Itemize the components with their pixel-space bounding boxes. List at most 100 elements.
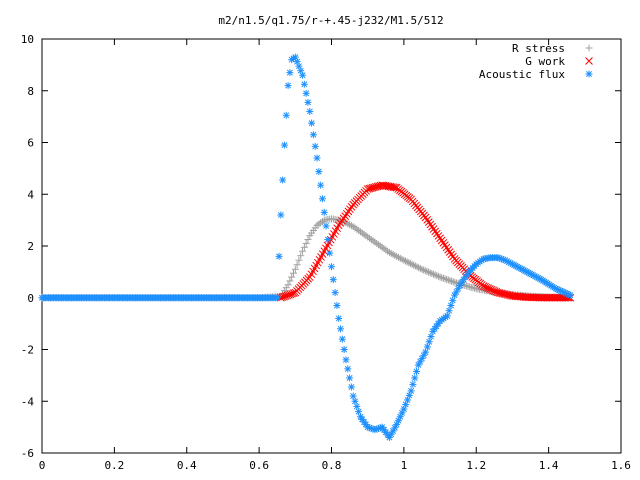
data-point	[347, 383, 355, 391]
data-point	[353, 225, 361, 233]
data-point	[365, 234, 373, 242]
data-point	[413, 263, 421, 271]
data-point	[300, 243, 308, 251]
data-point	[295, 256, 303, 264]
data-point	[380, 245, 388, 253]
data-point	[443, 275, 451, 283]
data-point	[331, 289, 339, 297]
data-point	[277, 211, 285, 219]
data-point	[394, 253, 402, 261]
x-tick-label: 1.2	[466, 459, 486, 472]
data-point	[425, 268, 433, 276]
y-tick-label: -6	[21, 447, 34, 460]
data-point	[400, 256, 408, 264]
series-layer	[38, 53, 575, 441]
data-point	[396, 254, 404, 262]
x-tick-label: 0.8	[322, 459, 342, 472]
data-point	[288, 273, 296, 281]
data-point	[421, 267, 429, 275]
data-point	[302, 239, 310, 247]
data-point	[449, 296, 457, 304]
x-tick-label: 0.4	[177, 459, 197, 472]
data-point	[335, 314, 343, 322]
data-point	[425, 338, 433, 346]
data-point	[434, 272, 442, 280]
y-tick-label: 2	[27, 240, 34, 253]
legend-label: Acoustic flux	[479, 68, 565, 81]
y-tick-label: 6	[27, 137, 34, 150]
data-point	[428, 270, 436, 278]
data-point	[353, 402, 361, 410]
data-point	[315, 220, 323, 228]
data-point	[315, 168, 323, 176]
data-point	[389, 183, 398, 192]
series-acoustic-flux	[38, 53, 574, 441]
data-point	[396, 413, 404, 421]
data-point	[313, 154, 321, 162]
data-point	[384, 247, 392, 255]
data-point	[445, 307, 453, 315]
data-point	[426, 269, 434, 277]
data-point	[447, 302, 455, 310]
data-point	[302, 89, 310, 97]
data-point	[291, 265, 299, 273]
data-point	[403, 258, 411, 266]
data-point	[311, 142, 319, 150]
data-point	[431, 271, 439, 279]
data-point	[427, 333, 435, 341]
data-point	[438, 274, 446, 282]
data-point	[299, 71, 307, 79]
data-point	[416, 264, 424, 272]
data-point	[306, 107, 314, 115]
data-point	[309, 131, 317, 139]
data-point	[410, 261, 418, 269]
data-point	[344, 365, 352, 373]
data-point	[333, 302, 341, 310]
data-point	[358, 415, 366, 423]
data-point	[414, 361, 422, 369]
data-point	[349, 223, 357, 231]
legend-marker	[585, 70, 593, 78]
data-point	[402, 257, 410, 265]
data-point	[375, 241, 383, 249]
data-point	[362, 232, 370, 240]
data-point	[439, 274, 447, 282]
x-tick-label: 1	[401, 459, 408, 472]
data-point	[318, 217, 326, 225]
data-point	[413, 367, 421, 375]
y-axis-ticks: -6 -4 -2 0 2 4 6 8 10	[21, 33, 621, 460]
data-point	[284, 281, 292, 289]
y-tick-label: -2	[21, 344, 34, 357]
data-point	[429, 270, 437, 278]
data-point	[415, 264, 423, 272]
data-point	[355, 408, 363, 416]
data-point	[423, 267, 431, 275]
data-point	[320, 208, 328, 216]
y-tick-label: 0	[27, 292, 34, 305]
data-point	[299, 247, 307, 255]
data-point	[289, 289, 298, 298]
data-point	[356, 228, 364, 236]
data-point	[373, 239, 381, 247]
data-point	[443, 312, 451, 320]
data-point	[290, 269, 298, 277]
data-point	[286, 69, 294, 77]
data-point	[338, 335, 346, 343]
data-point	[360, 230, 368, 238]
data-point	[324, 236, 332, 244]
data-point	[371, 238, 379, 246]
data-point	[369, 237, 377, 245]
data-point	[411, 262, 419, 270]
data-point	[406, 260, 414, 268]
data-point	[444, 276, 452, 284]
data-point	[282, 111, 290, 119]
data-point	[441, 275, 449, 283]
data-point	[308, 119, 316, 127]
data-point	[378, 243, 386, 251]
data-point	[304, 98, 312, 106]
data-point	[367, 236, 375, 244]
data-point	[300, 80, 308, 88]
legend-marker	[585, 57, 593, 65]
data-point	[328, 263, 335, 271]
x-tick-label: 1.6	[611, 459, 631, 472]
